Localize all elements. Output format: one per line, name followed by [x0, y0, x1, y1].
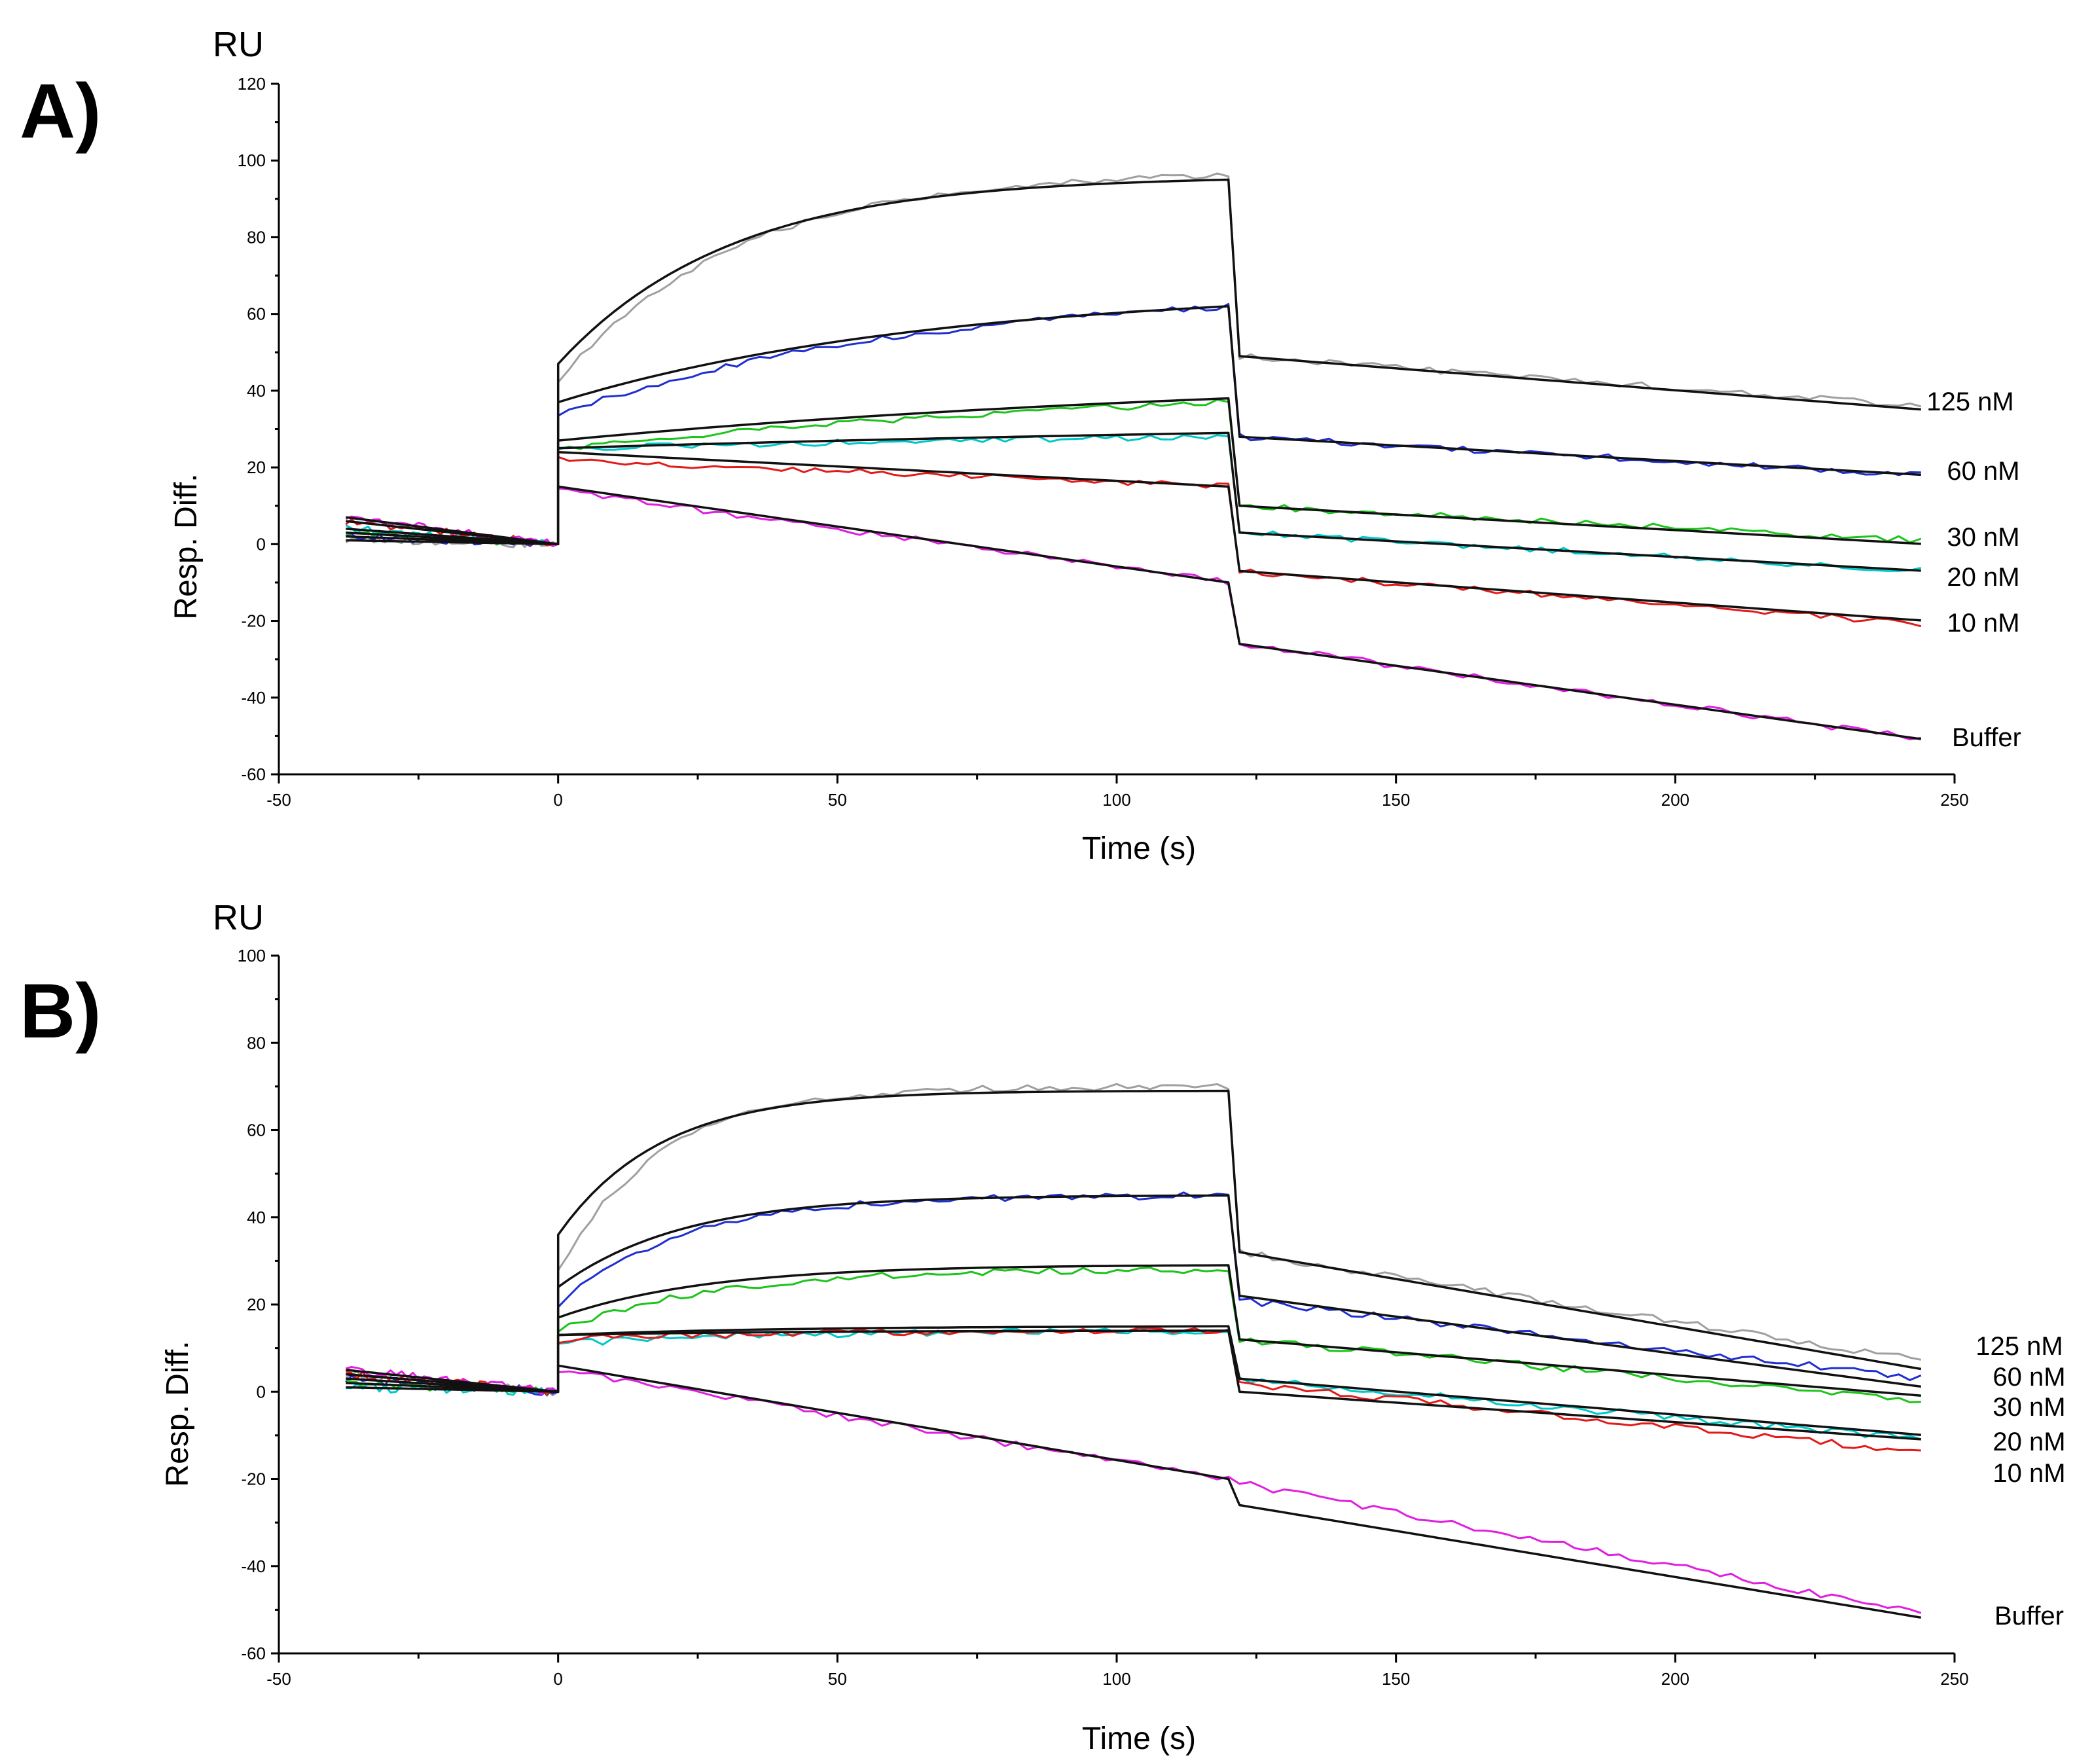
panel-a-y-axis-title: Resp. Diff. — [169, 473, 204, 619]
x-tick-label: -50 — [266, 1669, 291, 1689]
series-10-nm-fit-line — [346, 1329, 1921, 1441]
panel-a-x-axis-title: Time (s) — [1082, 831, 1196, 866]
panel-a-letter: A) — [20, 68, 101, 154]
y-tick-label: 20 — [247, 458, 266, 477]
series-30-nm-fit-line — [346, 397, 1921, 546]
panel-a: A) RU Resp. Diff. Time (s) 120 100 80 60 40 2… — [20, 25, 2021, 866]
x-tick-label: 50 — [828, 1669, 847, 1689]
panel-b-unit-label: RU — [213, 898, 264, 937]
x-tick-label: 150 — [1382, 1669, 1410, 1689]
panel-b-letter: B) — [20, 968, 101, 1054]
panel-a-series-label-30nm: 30 nM — [1947, 523, 2019, 552]
x-tick-label: 100 — [1102, 1669, 1130, 1689]
y-tick-label: -40 — [241, 688, 266, 708]
x-tick-label: 250 — [1940, 790, 1968, 810]
panel-a-series-label-10nm: 10 nM — [1947, 609, 2019, 638]
series-20-nm-data-line — [345, 434, 1922, 572]
series-10-nm-fit-line — [346, 450, 1921, 622]
y-tick-label: 60 — [247, 304, 266, 324]
y-tick-label: 120 — [238, 74, 266, 94]
y-tick-label: 20 — [247, 1295, 266, 1314]
panel-b-series-label-buffer: Buffer — [1994, 1602, 2064, 1630]
series-60-nm-fit-line — [346, 305, 1921, 546]
panel-a-series-label-buffer: Buffer — [1952, 723, 2021, 752]
y-tick-label: -60 — [241, 765, 266, 784]
y-tick-label: 100 — [238, 946, 266, 965]
panel-a-unit-label: RU — [213, 25, 264, 64]
series-buffer-data-line — [345, 487, 1922, 741]
series-60-nm-fit-line — [346, 1194, 1922, 1394]
series-20-nm-fit-line — [346, 1325, 1921, 1436]
series-buffer-data-line — [346, 1366, 1922, 1614]
y-tick-label: 80 — [247, 227, 266, 247]
series-30-nm-fit-line — [346, 1264, 1921, 1397]
panel-b-x-axis-title: Time (s) — [1082, 1721, 1196, 1756]
series-60-nm-data-line — [345, 1191, 1922, 1396]
panel-a-series-label-20nm: 20 nM — [1947, 563, 2019, 592]
y-tick-label: 80 — [247, 1033, 266, 1053]
x-tick-label: 250 — [1940, 1669, 1968, 1689]
series-20-nm-fit-line — [346, 431, 1921, 572]
y-tick-label: -60 — [241, 1644, 266, 1663]
panel-b-plot — [345, 1083, 1922, 1619]
y-tick-label: -20 — [241, 611, 266, 631]
x-tick-label: 200 — [1661, 790, 1689, 810]
y-tick-label: -40 — [241, 1557, 266, 1576]
x-tick-label: 0 — [553, 1669, 562, 1689]
y-tick-label: 40 — [247, 381, 266, 401]
y-tick-label: 100 — [238, 151, 266, 170]
series-buffer-fit-line — [346, 1364, 1922, 1619]
series-125-nm-fit-line — [346, 1089, 1922, 1394]
series-30-nm-data-line — [346, 399, 1922, 547]
series-10-nm-data-line — [346, 1327, 1921, 1452]
panel-b-series-label-60nm: 60 nM — [1993, 1363, 2065, 1392]
x-tick-label: -50 — [266, 790, 291, 810]
panel-b-series-label-30nm: 30 nM — [1993, 1393, 2065, 1422]
x-tick-label: 150 — [1382, 790, 1410, 810]
panel-b-series-label-125nm: 125 nM — [1975, 1332, 2063, 1361]
panel-b-series-label-10nm: 10 nM — [1993, 1459, 2065, 1488]
panel-b: B) RU Resp. Diff. Time (s) 100806040200-… — [20, 898, 2066, 1756]
x-tick-label: 50 — [828, 790, 847, 810]
panel-b-y-axis-title: Resp. Diff. — [160, 1341, 195, 1486]
y-tick-label: 40 — [247, 1208, 266, 1227]
y-tick-label: 0 — [257, 1382, 266, 1401]
series-125-nm-data-line — [345, 1083, 1922, 1397]
panel-b-series-label-20nm: 20 nM — [1993, 1428, 2065, 1456]
y-tick-label: 60 — [247, 1121, 266, 1140]
y-tick-label: -20 — [241, 1469, 266, 1489]
x-tick-label: 200 — [1661, 1669, 1689, 1689]
panel-b-series-labels: 125 nM 60 nM 30 nM 20 nM 10 nM Buffer — [1975, 1332, 2065, 1630]
x-tick-label: 0 — [553, 790, 562, 810]
series-buffer-fit-line — [346, 485, 1922, 740]
panel-a-series-labels: 125 nM 60 nM 30 nM 20 nM 10 nM Buffer — [1926, 387, 2021, 752]
panel-a-plot — [345, 172, 1922, 741]
panel-a-series-label-125nm: 125 nM — [1926, 387, 2013, 416]
y-tick-label: 0 — [257, 534, 266, 554]
x-tick-label: 100 — [1102, 790, 1130, 810]
panel-a-series-label-60nm: 60 nM — [1947, 457, 2019, 486]
